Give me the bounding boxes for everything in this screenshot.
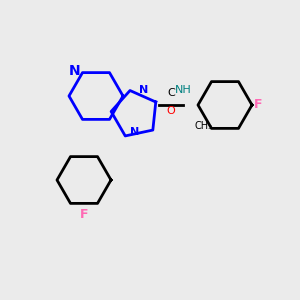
Text: C: C	[167, 88, 175, 98]
Text: CH₃: CH₃	[195, 121, 213, 131]
Text: N: N	[130, 127, 140, 137]
Text: F: F	[254, 98, 262, 112]
Text: N: N	[69, 64, 81, 78]
Text: O: O	[167, 106, 176, 116]
Text: F: F	[80, 208, 88, 221]
Text: N: N	[140, 85, 148, 95]
Text: NH: NH	[175, 85, 191, 95]
